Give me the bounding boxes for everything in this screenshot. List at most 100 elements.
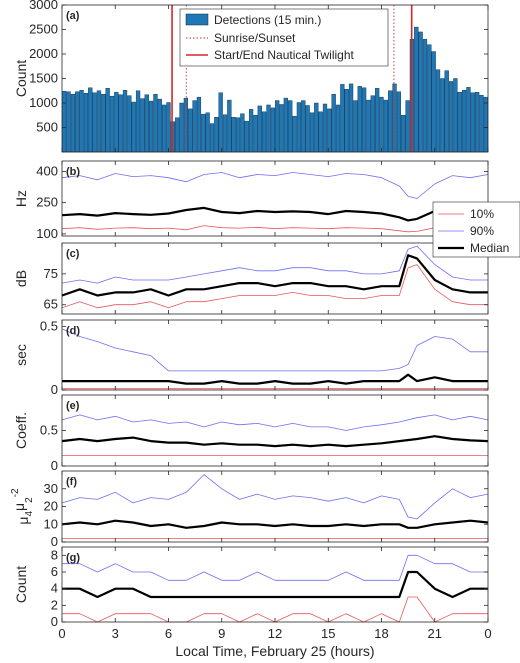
bar [205, 112, 210, 153]
panel-label: (f) [66, 476, 77, 488]
series-line-median [61, 206, 489, 222]
bar [179, 102, 184, 153]
bar [418, 31, 423, 153]
bar [196, 96, 202, 153]
bar [270, 107, 275, 153]
series-line-10pct [62, 596, 488, 623]
x-tick-label: 21 [428, 626, 442, 641]
y-tick-label: 250 [36, 195, 58, 210]
bar [248, 109, 254, 153]
y-tick-label: 1500 [29, 71, 58, 86]
bar [79, 90, 84, 153]
bar [314, 102, 319, 153]
x-tick-label: 9 [218, 626, 225, 641]
bar [309, 112, 315, 153]
panel-b [61, 160, 489, 237]
bar [331, 93, 336, 153]
x-axis-label: Local Time, February 25 (hours) [175, 643, 374, 659]
panel-label: (d) [66, 325, 80, 337]
bar [405, 100, 410, 153]
bar [348, 83, 354, 153]
bar [422, 39, 428, 153]
bar [466, 87, 471, 153]
y-tick-label: 0 [51, 458, 58, 473]
bar [431, 51, 436, 153]
bar [201, 114, 206, 153]
x-tick-label: 0 [58, 626, 65, 641]
bar [440, 78, 445, 153]
bar [235, 117, 241, 153]
bar [109, 95, 115, 153]
bar [262, 111, 267, 153]
bar [327, 108, 332, 153]
legend-box [432, 201, 520, 258]
x-tick-label: 0 [484, 626, 491, 641]
bar [322, 103, 328, 153]
bar [192, 100, 197, 153]
bar [140, 98, 145, 153]
legend-entry: 90% [470, 224, 494, 238]
bar [305, 105, 310, 153]
y-tick-label: 8 [51, 547, 58, 562]
y-tick-label: 20 [44, 499, 58, 514]
bar [153, 93, 158, 153]
y-tick-label: 2000 [29, 46, 58, 61]
panel-e [61, 394, 489, 467]
bar [435, 69, 441, 153]
bar [209, 123, 215, 153]
series-line-90pct [61, 172, 489, 199]
panel-label: (a) [66, 10, 80, 22]
bar [353, 100, 358, 153]
panel-d [61, 319, 489, 391]
y-tick-label: 1000 [29, 95, 58, 110]
y-axis-label: Count [13, 60, 29, 97]
bar [66, 91, 71, 153]
x-tick-label: 18 [374, 626, 388, 641]
y-tick-label: 0.5 [40, 318, 58, 333]
bar [101, 93, 106, 153]
x-tick-label: 6 [165, 626, 172, 641]
bar [470, 92, 475, 153]
panel-g [61, 546, 489, 623]
bar [361, 87, 367, 153]
bar [231, 117, 236, 153]
panel-a [61, 4, 489, 153]
series-line-median [62, 570, 488, 599]
series-line-10pct [61, 225, 489, 233]
bar [127, 95, 132, 153]
bar [162, 104, 167, 153]
bar [340, 84, 345, 153]
y-tick-label: 0 [51, 534, 58, 549]
bar [318, 111, 323, 153]
x-tick-label: 3 [112, 626, 119, 641]
bar [105, 88, 110, 153]
panel-c [61, 242, 489, 315]
bar [483, 96, 488, 153]
bar [401, 115, 406, 153]
series-line-10pct [61, 264, 488, 309]
y-axis-label: Hz [13, 190, 29, 207]
legend-entry: 10% [470, 207, 494, 221]
bar [453, 78, 458, 153]
bar [292, 116, 297, 153]
y-tick-label: 500 [36, 120, 58, 135]
y-tick-label: 2 [51, 597, 58, 612]
bar [83, 92, 89, 153]
series-line-median [61, 519, 489, 529]
bar [444, 70, 449, 153]
y-tick-label: 0.5 [40, 423, 58, 438]
y-tick-label: 30 [44, 481, 58, 496]
series-line-median [61, 254, 488, 297]
legend-c [432, 201, 520, 258]
y-tick-label: 100 [36, 226, 58, 241]
bar [266, 104, 271, 153]
bar [475, 92, 480, 153]
series-line-median [62, 373, 488, 385]
y-axis-label: Coeff. [13, 412, 29, 449]
bar [370, 95, 375, 153]
legend-entry: Start/End Nautical Twilight [214, 48, 355, 62]
bar [275, 100, 280, 153]
bar [175, 117, 180, 153]
legend-box [179, 8, 389, 67]
